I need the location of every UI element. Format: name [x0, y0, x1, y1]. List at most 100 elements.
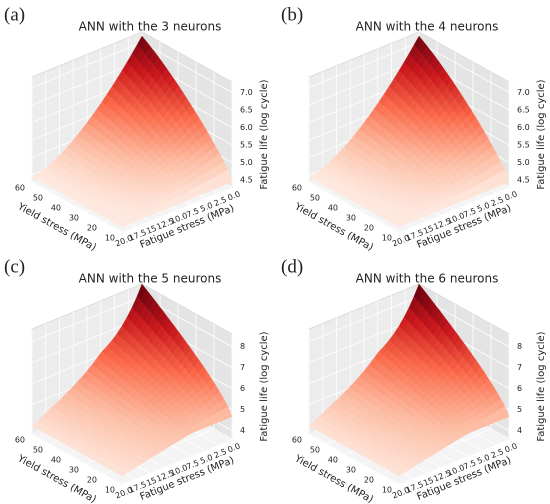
y-tick-label: 20	[87, 476, 97, 485]
grid-line	[141, 42, 233, 93]
z-tick-label: 5.0	[517, 158, 530, 167]
z-tick-label: 6.0	[517, 123, 530, 132]
x-tick-label: 5.0	[199, 201, 214, 214]
grid-line	[398, 438, 510, 485]
z-axis-label: Fatigue life (log cycle)	[536, 331, 547, 441]
y-tick-label: 50	[33, 194, 43, 203]
y-tick-label: 10	[382, 486, 392, 495]
z-axis-label: Fatigue life (log cycle)	[259, 79, 270, 189]
panel: 20.017.51512.510.07.55.02.50.01020304050…	[4, 4, 270, 253]
y-tick-label: 60	[15, 436, 25, 445]
z-axis-label: Fatigue life (log cycle)	[536, 79, 547, 189]
y-tick-label: 10	[382, 234, 392, 243]
x-tick-label: 15	[422, 224, 435, 236]
y-tick-label: 60	[292, 436, 302, 445]
z-tick-label: 4.5	[517, 176, 530, 185]
y-tick-label: 10	[105, 486, 115, 495]
grid-line	[121, 186, 233, 233]
surface-patch	[117, 470, 128, 477]
x-tick-label: 2.5	[490, 447, 505, 460]
panel: 20.017.51512.510.07.55.02.50.01020304050…	[281, 4, 547, 253]
z-tick-label: 7	[517, 363, 522, 372]
x-tick-label: 15	[145, 224, 158, 236]
surface-patch	[394, 470, 405, 477]
z-tick-label: 5	[240, 405, 245, 414]
grid-line	[308, 433, 400, 485]
z-tick-label: 7.0	[517, 88, 530, 97]
z-tick-label: 6	[240, 384, 245, 393]
y-tick-label: 20	[87, 224, 97, 233]
y-tick-label: 50	[310, 194, 320, 203]
z-tick-label: 7.0	[240, 88, 253, 97]
grid-line	[418, 42, 510, 93]
z-tick-label: 5.5	[240, 141, 253, 150]
y-tick-label: 40	[51, 204, 61, 213]
z-tick-label: 5	[517, 405, 522, 414]
x-tick-label: 5.0	[476, 201, 491, 214]
panel-label: (b)	[281, 4, 303, 25]
x-tick-label: 0.0	[503, 189, 518, 202]
y-tick-label: 60	[292, 184, 302, 193]
x-tick-label: 2.5	[213, 195, 228, 208]
z-tick-label: 6.0	[240, 123, 253, 132]
grid-line	[121, 438, 233, 485]
z-tick-label: 6.5	[240, 106, 253, 115]
y-tick-label: 10	[105, 234, 115, 243]
y-tick-label: 30	[346, 214, 356, 223]
grid-line	[308, 296, 420, 342]
x-tick-label: 2.5	[213, 447, 228, 460]
z-tick-label: 4.5	[240, 176, 253, 185]
panel-label: (a)	[4, 4, 25, 25]
surface-patch	[394, 222, 405, 228]
x-tick-label: 7.5	[462, 206, 477, 219]
panel-label: (c)	[4, 256, 25, 277]
grid-line	[31, 42, 143, 88]
chart-title: ANN with the 4 neurons	[356, 20, 499, 34]
z-tick-label: 4	[517, 426, 522, 435]
z-tick-label: 8	[517, 342, 522, 351]
x-tick-label: 5.0	[476, 453, 491, 466]
grid-line	[31, 296, 143, 342]
x-tick-label: 7.5	[462, 458, 477, 471]
grid-line	[31, 433, 123, 485]
x-tick-label: 0.0	[503, 441, 518, 454]
grid-line	[31, 181, 123, 233]
surface-patch	[117, 222, 128, 228]
y-tick-label: 40	[328, 456, 338, 465]
x-tick-label: 0.0	[226, 441, 241, 454]
surface	[31, 35, 233, 228]
panel: 20.017.51512.510.07.55.02.50.01020304050…	[4, 256, 270, 504]
chart-title: ANN with the 5 neurons	[79, 272, 222, 286]
z-tick-label: 6	[517, 384, 522, 393]
panel: 20.017.51512.510.07.55.02.50.01020304050…	[281, 256, 547, 504]
chart-title: ANN with the 3 neurons	[79, 20, 222, 34]
z-tick-label: 8	[240, 342, 245, 351]
y-tick-label: 30	[69, 466, 79, 475]
surface	[308, 35, 510, 228]
z-tick-label: 4	[240, 426, 245, 435]
y-tick-label: 50	[33, 446, 43, 455]
grid-line	[308, 181, 400, 233]
z-tick-label: 7	[240, 363, 245, 372]
grid-line	[308, 42, 420, 88]
x-tick-label: 15	[145, 476, 158, 488]
y-tick-label: 60	[15, 184, 25, 193]
x-tick-label: 5.0	[199, 453, 214, 466]
surface	[31, 283, 233, 477]
grid-line	[398, 186, 510, 233]
y-tick-label: 30	[346, 466, 356, 475]
y-tick-label: 40	[51, 456, 61, 465]
panel-label: (d)	[281, 256, 303, 277]
chart-title: ANN with the 6 neurons	[356, 272, 499, 286]
y-tick-label: 40	[328, 204, 338, 213]
x-tick-label: 2.5	[490, 195, 505, 208]
x-tick-label: 7.5	[185, 458, 200, 471]
x-tick-label: 15	[422, 476, 435, 488]
z-tick-label: 5.0	[240, 158, 253, 167]
x-tick-label: 7.5	[185, 206, 200, 219]
y-tick-label: 30	[69, 214, 79, 223]
z-tick-label: 5.5	[517, 141, 530, 150]
y-tick-label: 20	[364, 224, 374, 233]
z-axis-label: Fatigue life (log cycle)	[259, 331, 270, 441]
